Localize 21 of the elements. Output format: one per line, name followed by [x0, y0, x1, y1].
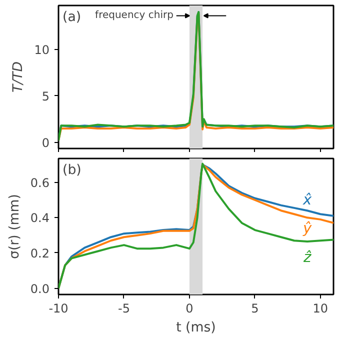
x-tick-label: 10	[312, 302, 328, 316]
x-tick-label: 5	[251, 302, 259, 316]
y-tick-label: 0.0	[30, 282, 50, 296]
y-tick-label: 0	[42, 136, 50, 150]
x-tick-label: -10	[48, 302, 68, 316]
y-tick-label: 10	[34, 42, 50, 57]
series-label: x̂	[302, 192, 312, 209]
y-axis-title: T/TD	[11, 61, 26, 93]
annotation: frequency chirp	[95, 10, 174, 22]
y-tick-label: 0.6	[30, 176, 50, 190]
x-tick-label: -5	[118, 302, 130, 316]
annotation: (b)	[62, 163, 82, 178]
series-label: ẑ	[302, 248, 312, 266]
y-axis-title: σ(r) (mm)	[7, 194, 22, 259]
y-tick-label: 5	[42, 89, 50, 104]
y-tick-label: 0.4	[30, 211, 50, 226]
annotation: (a)	[62, 10, 82, 25]
x-axis-title: t (ms)	[176, 320, 216, 336]
y-tick-label: 0.2	[30, 246, 50, 260]
series-label: ŷ	[302, 220, 312, 237]
x-tick-label: 0	[186, 302, 194, 316]
